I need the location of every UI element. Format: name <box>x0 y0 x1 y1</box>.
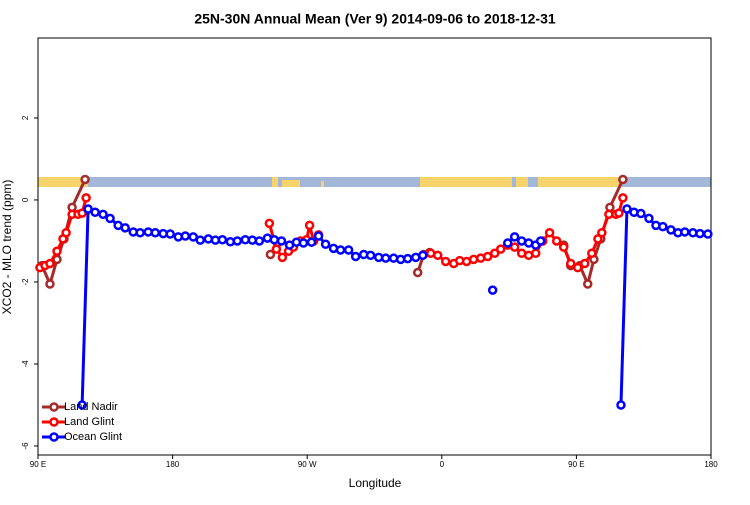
y-tick-label: -4 <box>21 360 30 368</box>
data-point <box>412 267 423 278</box>
data-point <box>350 251 361 262</box>
data-point <box>150 228 161 238</box>
data-point <box>232 236 243 246</box>
y-tick-label: -6 <box>21 442 30 450</box>
data-point <box>254 236 265 246</box>
y-tick-label: 0 <box>21 197 30 202</box>
data-point <box>614 208 624 218</box>
data-point <box>503 238 513 248</box>
data-point <box>583 279 593 289</box>
x-tick-label: 90 E <box>568 460 584 469</box>
chart-title: 25N-30N Annual Mean (Ver 9) 2014-09-06 t… <box>194 11 556 27</box>
data-point <box>120 223 130 233</box>
data-point <box>558 242 569 252</box>
data-point <box>217 234 228 245</box>
data-point <box>52 246 62 256</box>
data-point <box>680 227 690 237</box>
data-point <box>618 193 628 203</box>
data-point <box>320 239 331 249</box>
legend-label: Land Nadir <box>64 401 118 413</box>
data-point <box>45 258 55 269</box>
data-point <box>418 250 428 261</box>
data-point <box>61 228 71 238</box>
data-point <box>565 258 576 269</box>
data-point <box>304 220 315 231</box>
data-point <box>45 279 55 289</box>
data-point <box>77 208 87 218</box>
data-point <box>618 174 628 185</box>
legend-marker <box>49 432 59 442</box>
data-point <box>509 232 520 242</box>
x-tick-label: 180 <box>166 460 180 469</box>
legend-marker <box>49 402 59 412</box>
data-point <box>277 252 288 263</box>
data-point <box>90 207 100 218</box>
data-point <box>535 236 546 246</box>
data-point <box>489 248 500 259</box>
data-point <box>402 253 413 264</box>
data-point <box>343 245 354 255</box>
data-point <box>658 221 668 232</box>
data-point <box>544 228 555 238</box>
data-point <box>580 258 590 269</box>
x-tick-label: 90 E <box>30 460 46 469</box>
data-point <box>81 193 91 203</box>
data-point <box>695 228 705 239</box>
x-tick-label: 180 <box>704 460 718 469</box>
y-tick-label: -2 <box>21 278 30 286</box>
data-point <box>636 208 646 219</box>
data-point <box>188 232 198 242</box>
data-point <box>622 204 632 214</box>
data-point <box>703 229 713 239</box>
data-point <box>433 250 443 261</box>
land-ocean-strip <box>38 177 711 187</box>
data-point <box>83 204 93 214</box>
legend-label: Land Glint <box>64 416 114 428</box>
data-point <box>509 242 520 252</box>
x-axis-label: Longitude <box>349 476 402 490</box>
x-tick-label: 0 <box>440 460 445 469</box>
data-point <box>98 209 108 220</box>
data-point <box>313 231 324 241</box>
plot-frame <box>37 37 712 456</box>
data-point <box>495 244 506 254</box>
data-point <box>165 229 175 239</box>
data-point <box>306 237 317 247</box>
data-point <box>80 174 90 185</box>
data-point <box>195 235 206 245</box>
data-point <box>597 228 607 238</box>
data-point <box>180 231 191 241</box>
y-axis-label: XCO2 - MLO trend (ppm) <box>0 180 14 315</box>
data-point <box>269 234 280 245</box>
data-point <box>440 256 451 267</box>
data-point <box>482 251 493 262</box>
data-point <box>298 238 309 248</box>
data-point <box>264 218 275 229</box>
data-point <box>335 245 346 255</box>
data-point <box>616 400 626 410</box>
x-tick-label: 90 W <box>298 460 317 469</box>
data-point <box>135 228 145 238</box>
data-point <box>572 262 583 273</box>
data-point <box>276 236 287 246</box>
data-point <box>365 250 376 261</box>
data-point <box>105 213 115 224</box>
data-point <box>551 236 562 246</box>
data-point <box>587 248 597 259</box>
data-point <box>271 244 282 254</box>
data-point <box>487 285 498 295</box>
legend-marker <box>49 417 59 427</box>
data-point <box>530 248 541 259</box>
data-point <box>380 253 391 263</box>
data-point <box>77 400 87 410</box>
y-tick-label: 2 <box>21 115 30 120</box>
data-point <box>265 249 276 260</box>
legend-label: Ocean Glint <box>64 431 122 443</box>
data-point <box>644 213 654 224</box>
